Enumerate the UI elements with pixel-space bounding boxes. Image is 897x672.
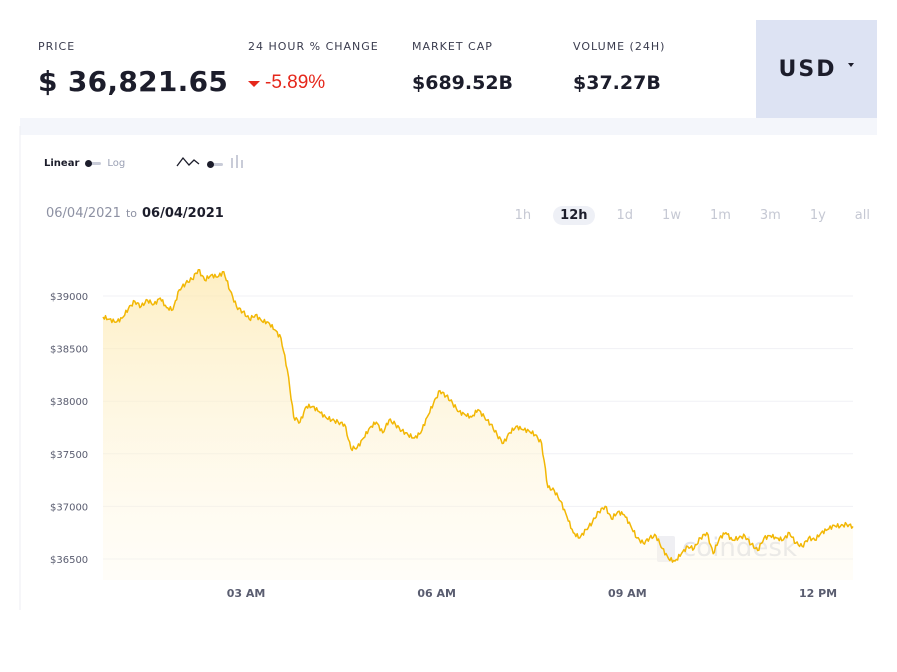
currency-label: USD <box>778 56 837 82</box>
date-range: 06/04/2021 to 06/04/2021 <box>46 206 224 221</box>
volume-label: VOLUME (24H) <box>573 40 666 53</box>
currency-select[interactable]: USD <box>756 20 877 118</box>
x-tick-label: 06 AM <box>417 587 456 600</box>
chart-type-switch[interactable] <box>207 160 223 170</box>
range-1m[interactable]: 1m <box>709 208 731 223</box>
market-cap-label: MARKET CAP <box>412 40 493 53</box>
date-to-word: to <box>125 207 137 220</box>
change-value: -5.89% <box>265 72 326 93</box>
x-axis: 03 AM 06 AM 09 AM 12 PM <box>227 587 837 600</box>
range-1y[interactable]: 1y <box>809 208 826 223</box>
chart-type-switch-track <box>211 162 223 166</box>
range-1h[interactable]: 1h <box>514 208 532 223</box>
market-cap-stat: MARKET CAP $689.52B <box>412 40 513 94</box>
chart-type-toggle <box>176 155 244 174</box>
price-stat: PRICE $ 36,821.65 <box>38 40 228 98</box>
x-tick-label: 09 AM <box>608 587 647 600</box>
price-label: PRICE <box>38 40 76 53</box>
y-tick-label: $36500 <box>50 555 88 566</box>
header-divider <box>20 118 877 135</box>
y-tick-label: $37500 <box>50 450 88 461</box>
range-3m[interactable]: 3m <box>759 208 781 223</box>
date-from[interactable]: 06/04/2021 <box>46 206 121 221</box>
range-1w[interactable]: 1w <box>662 208 681 223</box>
y-tick-label: $38500 <box>50 345 88 356</box>
caret-down-icon <box>848 63 855 67</box>
date-to[interactable]: 06/04/2021 <box>141 206 224 221</box>
volume-stat: VOLUME (24H) $37.27B <box>573 40 665 94</box>
scale-linear-label[interactable]: Linear <box>44 158 80 169</box>
change-stat: 24 HOUR % CHANGE -5.89% <box>248 40 379 94</box>
chart-type-switch-knob <box>207 160 214 168</box>
range-12h[interactable]: 12h <box>553 206 595 225</box>
y-tick-label: $39000 <box>50 292 88 303</box>
change-label: 24 HOUR % CHANGE <box>248 40 379 53</box>
volume-value: $37.27B <box>573 72 661 94</box>
scale-toggle: Linear Log <box>44 158 125 169</box>
price-value: $ 36,821.65 <box>38 65 229 98</box>
scale-switch-knob <box>85 159 93 167</box>
range-all[interactable]: all <box>854 208 870 223</box>
scale-log-label[interactable]: Log <box>107 158 126 169</box>
line-chart-icon[interactable] <box>176 155 200 174</box>
price-line <box>102 268 854 563</box>
y-tick-label: $37000 <box>50 502 88 513</box>
market-cap-value: $689.52B <box>412 72 514 94</box>
range-selector: 1h 12h 1d 1w 1m 3m 1y all <box>493 206 877 225</box>
x-tick-label: 03 AM <box>227 587 266 600</box>
change-value-wrap: -5.89% <box>248 72 379 94</box>
price-area <box>103 269 853 580</box>
y-axis: $39000 $38500 $38000 $37500 $37000 $36500 <box>50 292 88 566</box>
down-arrow-icon <box>248 81 260 87</box>
x-tick-label: 12 PM <box>799 587 837 600</box>
range-1d[interactable]: 1d <box>616 208 634 223</box>
scale-switch-track <box>89 161 102 165</box>
scale-switch[interactable] <box>85 159 102 169</box>
candlestick-icon[interactable] <box>230 155 244 174</box>
y-tick-label: $38000 <box>50 397 88 408</box>
stats-header: PRICE $ 36,821.65 24 HOUR % CHANGE -5.89… <box>20 20 756 118</box>
